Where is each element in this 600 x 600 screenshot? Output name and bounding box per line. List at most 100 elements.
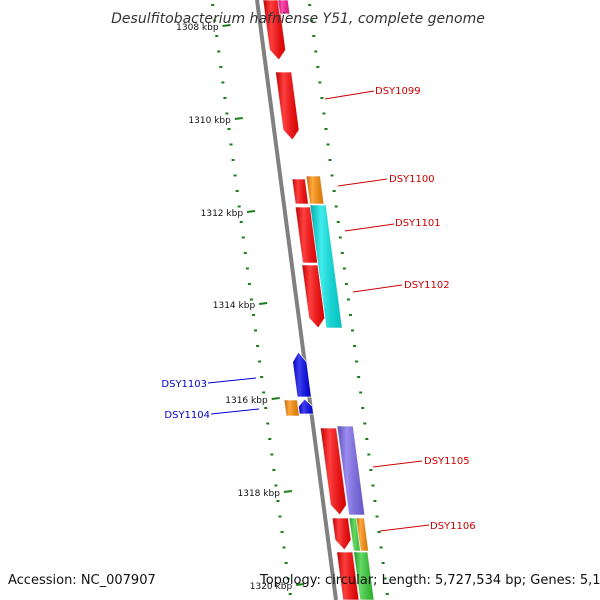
scale-dot-right [318,81,322,84]
scale-dot-right [355,360,359,363]
accession-label: Accession: NC_007907 [8,573,156,588]
scale-dot-left [215,35,219,37]
gene-feature-dsy1099[interactable] [275,71,300,141]
gene-label-dsy1102[interactable]: DSY1102 [404,280,450,291]
gene-labels: DSY1099 DSY1100 DSY1101 DSY1102 DSY1103 DSY11… [161,86,475,532]
scale-dot-left [231,159,235,161]
scale-dot-right [373,500,377,502]
gene-label-dsy1105[interactable]: DSY1105 [424,456,470,467]
scale-dot-left [288,593,292,595]
scale-dot-right [340,252,344,254]
scale-dot-right [363,422,367,425]
scale-dot-left [256,345,260,347]
scale-dot-right [326,143,330,146]
scale-dot-right [320,97,324,99]
kbp-tick-mark [259,302,268,305]
kbp-ticks: 1308 kbp 1310 kbp 1312 kbp 1314 kbp 1316 kbp… [176,23,305,592]
scale-dot-left [251,314,255,316]
gene-label-dsy1104[interactable]: DSY1104 [164,410,210,421]
kbp-tick-label: 1320 kbp [250,582,293,592]
scale-dot-right [322,112,326,115]
scale-dot-right [310,19,314,22]
scale-dot-left [276,500,280,502]
gene-leader-line [337,178,388,187]
scale-dot-right [314,50,318,53]
gene-leader-line [207,377,257,384]
gene-label-dsy1106[interactable]: DSY1106 [430,521,476,532]
scale-dot-right [367,453,371,456]
scale-dot-left [235,190,239,192]
scale-dot-left [254,329,258,332]
scale-dot-left [247,283,251,285]
scale-dot-left [249,298,253,301]
kbp-tick-mark [296,583,305,586]
gene-feature-dsy1103[interactable] [292,351,312,398]
scale-dot-left [284,562,288,564]
scale-dot-left [278,515,282,518]
map-title: Desulfitobacterium hafniense Y51, comple… [111,11,485,27]
gene-feature-dsy1100[interactable] [305,175,325,205]
scale-dot-right [346,298,350,301]
scale-dot-right [342,267,346,270]
gene-feature-orange-left[interactable] [283,399,300,417]
scale-dot-left [227,128,231,130]
scale-dot-left [245,267,249,270]
scale-dot-right [330,174,334,177]
scale-dot-left [280,531,284,533]
gene-leader-line [352,284,403,293]
kbp-tick-label: 1318 kbp [238,489,281,499]
scale-dot-right [381,562,385,564]
scale-dot-left [260,376,264,378]
scale-dot-left [282,546,286,549]
scale-dot-left [262,391,266,394]
scale-dot-right [369,469,373,471]
gene-leader-line [210,408,260,415]
scale-dot-left [237,205,241,208]
gene-label-dsy1103[interactable]: DSY1103 [161,379,207,390]
kbp-tick-label: 1316 kbp [225,396,268,406]
scale-dot-right [332,190,336,192]
scale-dot-left [264,407,268,409]
genome-summary: Topology: circular; Length: 5,727,534 bp… [260,573,600,588]
scale-dot-right [353,345,357,347]
scale-dot-right [365,438,369,440]
scale-dot-left [274,484,278,487]
scale-dot-left [221,81,225,84]
scale-dot-left [233,174,237,177]
gene-leader-line [372,460,423,468]
kbp-tick-mark [271,397,280,400]
gene-leader-line [324,90,375,100]
gene-features [262,0,375,600]
scale-dot-left [219,66,223,68]
scale-dot-left [239,221,243,223]
scale-dot-left [268,438,272,440]
scale-dot-right [383,577,387,580]
scale-dot-right [377,531,381,533]
scale-dot-left [223,97,227,99]
gene-feature-red-small[interactable] [291,178,309,205]
gene-label-dsy1100[interactable]: DSY1100 [389,174,435,185]
kbp-tick-label: 1314 kbp [213,301,256,311]
scale-dot-left [270,453,274,456]
kbp-tick-mark [234,117,243,120]
scale-dot-left [225,112,229,115]
scale-dot-left [241,236,245,239]
kbp-tick-label: 1312 kbp [201,209,244,219]
scale-dot-right [361,407,365,409]
scale-dot-right [379,546,383,549]
gene-label-dsy1099[interactable]: DSY1099 [375,86,421,97]
gene-label-dsy1101[interactable]: DSY1101 [395,218,441,229]
scale-dot-right [312,35,316,37]
scale-dot-left [213,19,217,22]
scale-dot-right [351,329,355,332]
scale-dot-right [371,484,375,487]
scale-dot-left [286,577,290,580]
scale-dot-right [336,221,340,223]
scale-dot-right [375,515,379,518]
scale-dot-left [266,422,270,425]
gene-leader-line [379,524,430,532]
scale-dot-right [316,66,320,68]
gene-feature-red-d[interactable] [331,517,352,551]
scale-dot-right [348,314,352,316]
kbp-tick-mark [246,210,256,213]
